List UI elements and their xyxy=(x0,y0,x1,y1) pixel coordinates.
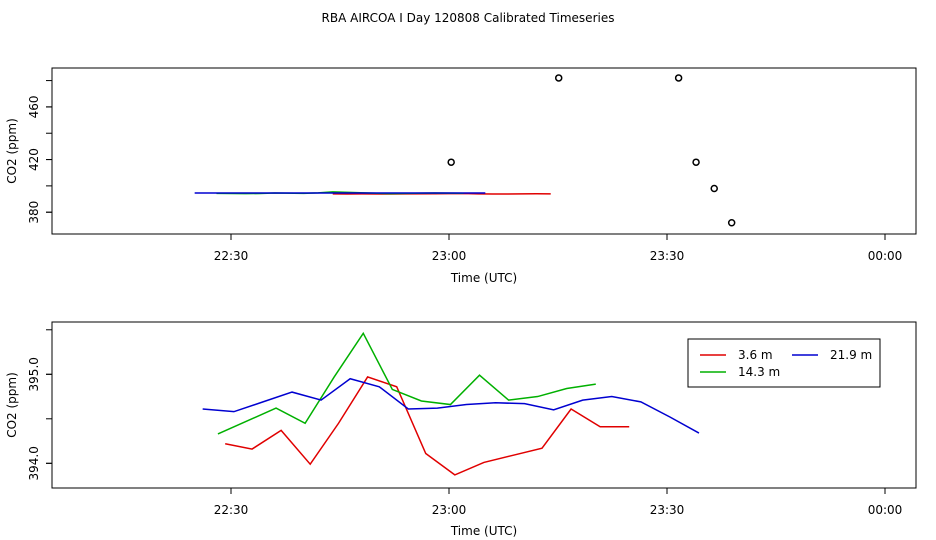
legend-box xyxy=(687,338,881,388)
y-tick-label: 380 xyxy=(27,201,41,224)
plot-frame xyxy=(51,67,917,235)
legend: 3.6 m 21.9 m 14.3 m xyxy=(687,338,881,388)
series-line-21-9-m xyxy=(202,377,700,434)
plot-frame xyxy=(51,321,917,489)
legend-label-21-9m: 21.9 m xyxy=(830,348,872,362)
x-tick-label: 23:30 xyxy=(650,249,685,263)
outlier-point xyxy=(727,218,736,227)
x-tick-label: 23:00 xyxy=(432,249,467,263)
outlier-point xyxy=(692,158,700,166)
outlier-point xyxy=(710,184,718,193)
panel-bottom: 22:30 23:00 23:30 00:00 394.0 395.0 Time (UT… xyxy=(5,321,917,538)
y-tick-label: 395.0 xyxy=(27,357,41,391)
series-line-14-3-m xyxy=(217,331,596,435)
x-tick-label: 22:30 xyxy=(214,503,249,517)
y-tick-label: 420 xyxy=(27,148,41,171)
x-tick-label: 22:30 xyxy=(214,249,249,263)
y-axis: 394.0 395.0 xyxy=(27,329,52,480)
series-group xyxy=(194,191,551,195)
outlier-point xyxy=(674,74,683,82)
x-tick-label: 00:00 xyxy=(868,249,903,263)
outlier-point xyxy=(447,158,455,166)
x-axis-label: Time (UTC) xyxy=(450,271,517,285)
x-axis: 22:30 23:00 23:30 00:00 xyxy=(214,234,903,263)
series-line-3-6-m xyxy=(225,376,630,476)
x-axis: 22:30 23:00 23:30 00:00 xyxy=(214,488,903,517)
outlier-point xyxy=(554,74,563,82)
x-tick-label: 00:00 xyxy=(868,503,903,517)
y-axis: 380 420 460 xyxy=(27,80,52,224)
chart-title: RBA AIRCOA I Day 120808 Calibrated Times… xyxy=(322,11,615,25)
legend-label-3-6m: 3.6 m xyxy=(738,348,773,362)
x-axis-label: Time (UTC) xyxy=(450,524,517,538)
outlier-points xyxy=(447,74,736,227)
x-tick-label: 23:00 xyxy=(432,503,467,517)
y-axis-label: CO2 (ppm) xyxy=(5,372,19,438)
y-axis-label: CO2 (ppm) xyxy=(5,118,19,184)
y-tick-label: 460 xyxy=(27,95,41,118)
y-tick-label: 394.0 xyxy=(27,446,41,480)
legend-label-14-3m: 14.3 m xyxy=(738,365,780,379)
series-group xyxy=(202,331,700,476)
x-tick-label: 23:30 xyxy=(650,503,685,517)
panel-top: 22:30 23:00 23:30 00:00 380 420 460 Time (UTC… xyxy=(5,67,917,285)
